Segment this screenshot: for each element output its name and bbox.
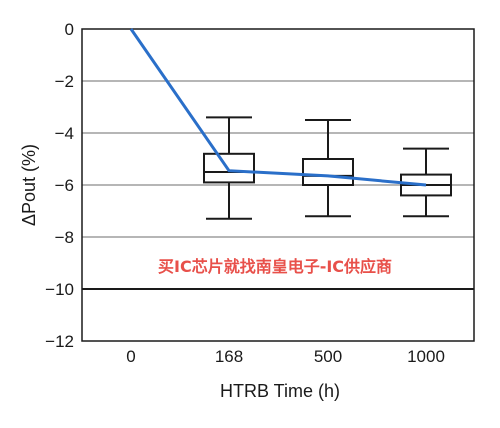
y-axis-title: ΔPout (%) xyxy=(19,144,39,226)
x-tick-label: 1000 xyxy=(407,347,445,366)
x-axis-title: HTRB Time (h) xyxy=(220,381,340,401)
watermark-text: 买IC芯片就找南皇电子-IC供应商 xyxy=(158,257,392,276)
y-tick-label: −10 xyxy=(45,280,74,299)
y-tick-label: −8 xyxy=(55,228,74,247)
y-tick-label: −6 xyxy=(55,176,74,195)
y-tick-labels: 0 −2 −4 −6 −8 −10 −12 xyxy=(45,20,74,351)
box xyxy=(302,158,354,186)
x-tick-label: 168 xyxy=(215,347,243,366)
x-tick-label: 0 xyxy=(126,347,135,366)
x-tick-label: 500 xyxy=(314,347,342,366)
grid-lines xyxy=(82,80,474,238)
box-plot-500 xyxy=(302,119,354,218)
y-tick-label: −2 xyxy=(55,72,74,91)
plot-frame xyxy=(81,28,475,342)
trend-line xyxy=(129,28,427,187)
y-tick-label: −4 xyxy=(55,124,74,143)
x-tick-labels: 0 168 500 1000 xyxy=(126,347,445,366)
y-tick-label: 0 xyxy=(65,20,74,39)
y-tick-label: −12 xyxy=(45,332,74,351)
